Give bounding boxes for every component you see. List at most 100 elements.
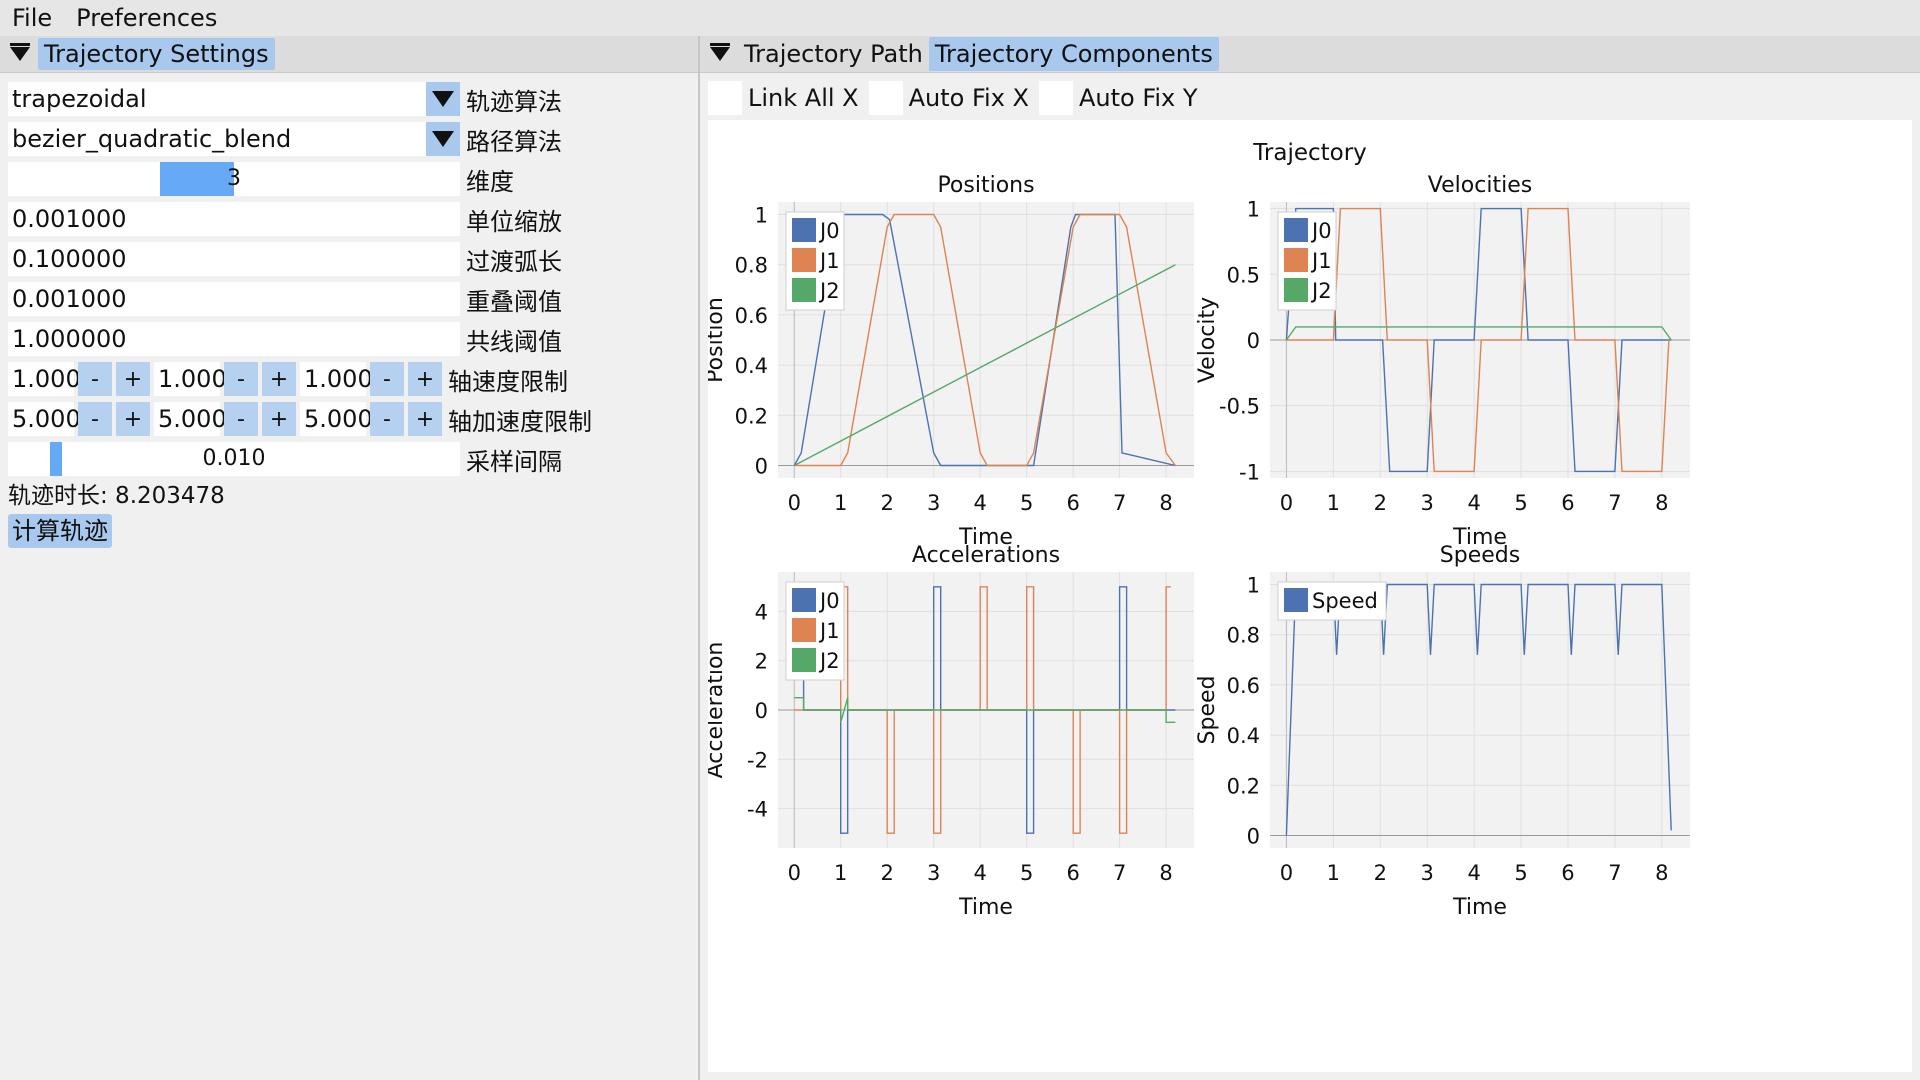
- auto-fix-y-label: Auto Fix Y: [1078, 84, 1198, 112]
- dimension-slider[interactable]: 3: [8, 162, 460, 196]
- legend-label-speed: Speed: [1312, 589, 1378, 613]
- x-tick-label: 3: [1421, 861, 1434, 885]
- x-tick-label: 6: [1066, 491, 1079, 515]
- tab-trajectory-components[interactable]: Trajectory Components: [928, 37, 1219, 71]
- overlap-threshold-row: 0.001000 重叠阈值: [8, 282, 562, 316]
- collinear-threshold-row: 1.000000 共线阈值: [8, 322, 562, 356]
- legend-swatch-j0: [792, 218, 816, 242]
- settings-title[interactable]: Trajectory Settings: [38, 38, 275, 70]
- sample-interval-slider[interactable]: 0.010: [8, 442, 460, 476]
- trajectory-algorithm-dropdown-button[interactable]: [426, 82, 460, 116]
- y-tick-label: 0.6: [735, 304, 768, 328]
- sample-interval-row: 0.010 采样间隔: [8, 442, 562, 476]
- blend-arc-label: 过渡弧长: [466, 247, 562, 276]
- menu-preferences[interactable]: Preferences: [76, 4, 218, 32]
- acceleration-y-minus-button[interactable]: -: [224, 402, 258, 436]
- y-tick-label: 0.4: [735, 354, 768, 378]
- acceleration-x-plus-button[interactable]: +: [116, 402, 150, 436]
- velocity-y-plus-button[interactable]: +: [262, 362, 296, 396]
- acceleration-limit-y[interactable]: 5.000: [154, 402, 227, 436]
- x-tick-label: 7: [1113, 491, 1126, 515]
- path-algorithm-dropdown-button[interactable]: [426, 122, 460, 156]
- tab-trajectory-path[interactable]: Trajectory Path: [744, 40, 923, 68]
- y-tick-label: 2: [755, 650, 768, 674]
- collapse-icon[interactable]: [710, 43, 730, 61]
- y-axis-label: Acceleration: [708, 642, 728, 779]
- acceleration-z-plus-button[interactable]: +: [408, 402, 442, 436]
- checkbox-box[interactable]: [1038, 81, 1073, 115]
- overlap-threshold-input[interactable]: 0.001000: [8, 282, 460, 316]
- legend-swatch-speed: [1284, 588, 1308, 612]
- legend-swatch-j1: [792, 618, 816, 642]
- legend-label-j2: J2: [1310, 279, 1332, 303]
- velocity-x-minus-button[interactable]: -: [78, 362, 112, 396]
- axis-acceleration-row: 5.000 - + 5.000 - + 5.000 - + 轴加速度限制: [8, 402, 592, 436]
- positions-chart-title: Positions: [937, 173, 1034, 198]
- path-algorithm-label: 路径算法: [466, 127, 562, 156]
- blend-arc-input[interactable]: 0.100000: [8, 242, 460, 276]
- auto-fix-x-checkbox[interactable]: Auto Fix X: [868, 81, 1029, 115]
- link-all-x-checkbox[interactable]: Link All X: [708, 81, 859, 115]
- x-tick-label: 4: [1467, 861, 1480, 885]
- x-tick-label: 2: [881, 491, 894, 515]
- legend-swatch-j2: [1284, 278, 1308, 302]
- y-tick-label: 0: [1247, 329, 1260, 353]
- legend-label-j0: J0: [818, 219, 840, 243]
- plot-canvas[interactable]: Trajectory Positions 0 1 2 3 4 5 6 7 8 0 0.2 0.4 0.6 0…: [703, 120, 1912, 1072]
- collapse-icon[interactable]: [10, 43, 30, 61]
- x-tick-label: 1: [834, 491, 847, 515]
- y-tick-label: 1: [1247, 574, 1260, 598]
- compute-trajectory-button[interactable]: 计算轨迹: [8, 514, 112, 548]
- velocity-x-plus-button[interactable]: +: [116, 362, 150, 396]
- x-tick-label: 3: [927, 861, 940, 885]
- velocity-z-minus-button[interactable]: -: [370, 362, 404, 396]
- checkbox-box[interactable]: [868, 81, 903, 115]
- y-tick-label: -2: [747, 748, 768, 772]
- auto-fix-y-checkbox[interactable]: Auto Fix Y: [1038, 81, 1198, 115]
- acceleration-z-minus-button[interactable]: -: [370, 402, 404, 436]
- velocity-limit-x[interactable]: 1.000: [8, 362, 81, 396]
- path-algorithm-select[interactable]: bezier_quadratic_blend: [8, 122, 426, 156]
- velocity-limit-y[interactable]: 1.000: [154, 362, 227, 396]
- trajectory-algorithm-select[interactable]: trapezoidal: [8, 82, 426, 116]
- checkbox-box[interactable]: [708, 81, 742, 115]
- velocity-y-minus-button[interactable]: -: [224, 362, 258, 396]
- x-tick-label: 8: [1159, 861, 1172, 885]
- x-tick-label: 5: [1020, 491, 1033, 515]
- x-tick-label: 4: [974, 491, 987, 515]
- sample-interval-slider-handle[interactable]: [50, 442, 62, 476]
- x-tick-label: 6: [1561, 491, 1574, 515]
- velocity-z-plus-button[interactable]: +: [408, 362, 442, 396]
- dimension-label: 维度: [466, 167, 514, 196]
- legend-swatch-j2: [792, 278, 816, 302]
- x-axis-label: Time: [1452, 895, 1507, 920]
- legend-label-j2: J2: [818, 649, 840, 673]
- collinear-threshold-input[interactable]: 1.000000: [8, 322, 460, 356]
- menu-file[interactable]: File: [12, 4, 53, 32]
- velocities-chart-title: Velocities: [1428, 173, 1532, 198]
- unit-scale-label: 单位缩放: [466, 207, 562, 236]
- x-axis-label: Time: [958, 895, 1013, 920]
- x-tick-label: 2: [881, 861, 894, 885]
- legend-swatch-j2: [792, 648, 816, 672]
- velocity-limit-z[interactable]: 1.000: [300, 362, 373, 396]
- y-tick-label: 0: [755, 454, 768, 478]
- acceleration-x-minus-button[interactable]: -: [78, 402, 112, 436]
- acceleration-limit-x[interactable]: 5.000: [8, 402, 81, 436]
- x-tick-label: 5: [1514, 491, 1527, 515]
- view-tabs: Trajectory Path Trajectory Components: [700, 36, 1920, 73]
- acceleration-y-plus-button[interactable]: +: [262, 402, 296, 436]
- legend-swatch-j1: [792, 248, 816, 272]
- dimension-slider-handle[interactable]: [160, 162, 234, 196]
- x-tick-label: 8: [1655, 861, 1668, 885]
- x-tick-label: 0: [788, 861, 801, 885]
- sample-interval-value: 0.010: [202, 446, 266, 471]
- y-axis-label: Speed: [1195, 676, 1220, 745]
- series-line-j2: [1285, 326, 1672, 341]
- series-line-j0: [1285, 207, 1672, 473]
- unit-scale-input[interactable]: 0.001000: [8, 202, 460, 236]
- chevron-down-icon: [432, 91, 454, 107]
- acceleration-limit-z[interactable]: 5.000: [300, 402, 373, 436]
- series-line-j1: [1286, 207, 1670, 473]
- trajectory-figure: Trajectory Positions 0 1 2 3 4 5 6 7 8 0 0.2 0.4 0.6 0…: [703, 140, 1690, 920]
